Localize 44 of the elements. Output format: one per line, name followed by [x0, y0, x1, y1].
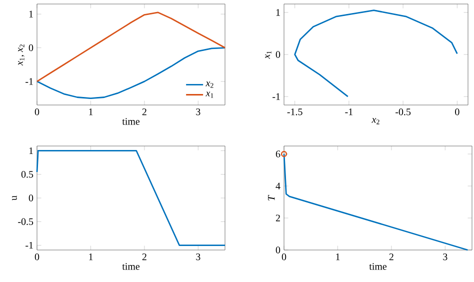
x-axis-title: time: [122, 263, 140, 270]
y-axis-title: u: [12, 196, 17, 200]
x-axis-title: x$_{2}$: [372, 118, 380, 124]
y-tick-label: 0: [276, 246, 280, 254]
x-tick-label: 0: [34, 254, 40, 260]
legend-label: x$_{2}$: [206, 82, 214, 88]
y-tick-label: 2: [276, 214, 280, 222]
line-series: [36, 47, 226, 99]
y-tick-label: 1: [29, 147, 33, 154]
x-tick-label: 2: [389, 254, 394, 260]
y-tick-label: 0: [276, 51, 280, 58]
y-tick-label: 0: [28, 44, 34, 52]
y-tick-label: -1: [26, 78, 33, 85]
y-tick-label: 6: [276, 150, 280, 158]
x-tick-label: 1: [89, 254, 93, 260]
y-tick-label: 1: [276, 9, 280, 16]
x-tick-label: 3: [196, 254, 200, 260]
line-series: [283, 153, 468, 251]
x-tick-label: 3: [196, 108, 200, 116]
y-tick-label: -1: [272, 93, 280, 100]
x-tick-label: 2: [142, 254, 146, 260]
y-tick-label: -1: [26, 242, 33, 249]
y-tick-label: 4: [276, 182, 280, 190]
x-tick-label: 3: [443, 254, 448, 260]
x-axis-title: time: [122, 118, 140, 125]
x-tick-label: 0: [34, 108, 40, 116]
x-tick-label: 1: [336, 254, 340, 260]
y-tick-label: 1: [29, 10, 33, 18]
y-axis-title: x$_{1}$: [265, 51, 272, 59]
legend-label: x$_{1}$: [206, 92, 214, 98]
x-tick-label: 0: [282, 254, 286, 260]
x-tick-label: 2: [142, 108, 146, 116]
x-tick-label: 1: [89, 108, 93, 116]
y-tick-label: 0: [28, 194, 34, 202]
y-tick-label: 0.5: [21, 170, 34, 178]
x-tick-label: -1.5: [287, 108, 302, 116]
x-tick-label: 0: [455, 108, 460, 116]
y-axis-title: T: [268, 194, 275, 200]
x-tick-label: -1: [345, 108, 353, 116]
line-series: [294, 10, 458, 98]
y-axis-title: x$_{1}$, x$_{2}$: [18, 44, 24, 66]
x-tick-label: -0.5: [396, 108, 411, 116]
y-tick-label: -0.5: [18, 218, 34, 226]
x-axis-title: time: [369, 263, 387, 270]
